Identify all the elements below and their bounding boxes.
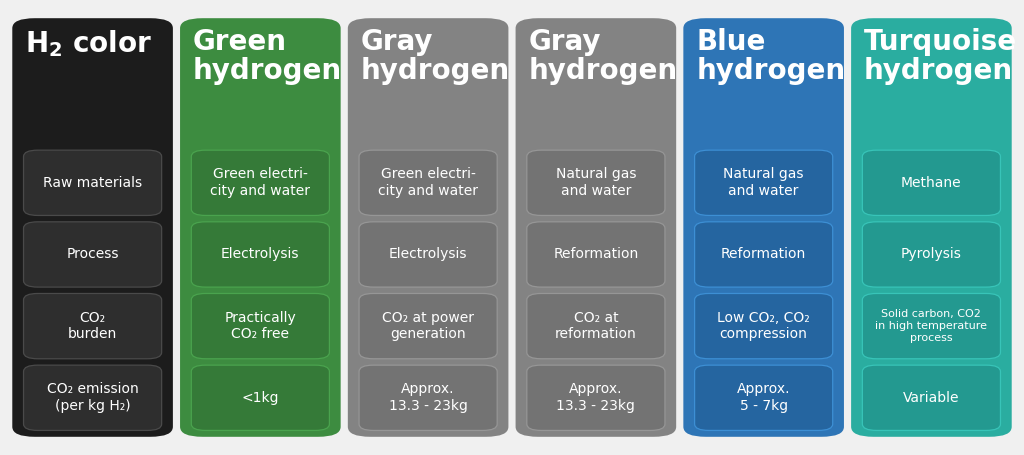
FancyBboxPatch shape (359, 150, 498, 216)
FancyBboxPatch shape (191, 293, 330, 359)
FancyBboxPatch shape (24, 222, 162, 287)
Text: Process: Process (67, 248, 119, 262)
Text: Natural gas
and water: Natural gas and water (723, 167, 804, 198)
Text: CO₂
burden: CO₂ burden (68, 311, 117, 342)
FancyBboxPatch shape (359, 222, 498, 287)
Text: Green electri-
city and water: Green electri- city and water (378, 167, 478, 198)
Text: Low CO₂, CO₂
compression: Low CO₂, CO₂ compression (717, 311, 810, 342)
Text: Gray
hydrogen: Gray hydrogen (528, 28, 678, 85)
FancyBboxPatch shape (359, 293, 498, 359)
FancyBboxPatch shape (526, 150, 665, 216)
Text: Blue
hydrogen: Blue hydrogen (696, 28, 846, 85)
FancyBboxPatch shape (180, 18, 341, 437)
Text: CO₂ at power
generation: CO₂ at power generation (382, 311, 474, 342)
FancyBboxPatch shape (862, 150, 1000, 216)
Text: Approx.
5 - 7kg: Approx. 5 - 7kg (737, 382, 791, 413)
FancyBboxPatch shape (191, 365, 330, 430)
Text: Green electri-
city and water: Green electri- city and water (210, 167, 310, 198)
FancyBboxPatch shape (694, 365, 833, 430)
Text: Solid carbon, CO2
in high temperature
process: Solid carbon, CO2 in high temperature pr… (876, 309, 987, 343)
FancyBboxPatch shape (24, 150, 162, 216)
Text: CO₂ emission
(per kg H₂): CO₂ emission (per kg H₂) (47, 382, 138, 413)
FancyBboxPatch shape (683, 18, 844, 437)
FancyBboxPatch shape (526, 365, 665, 430)
Text: Variable: Variable (903, 391, 959, 405)
FancyBboxPatch shape (694, 222, 833, 287)
FancyBboxPatch shape (12, 18, 173, 437)
Text: Natural gas
and water: Natural gas and water (556, 167, 636, 198)
Text: Turquoise
hydrogen: Turquoise hydrogen (864, 28, 1017, 85)
FancyBboxPatch shape (348, 18, 508, 437)
Text: Gray
hydrogen: Gray hydrogen (360, 28, 510, 85)
FancyBboxPatch shape (24, 293, 162, 359)
Text: Electrolysis: Electrolysis (389, 248, 467, 262)
FancyBboxPatch shape (862, 222, 1000, 287)
FancyBboxPatch shape (526, 293, 665, 359)
Text: CO₂ at
reformation: CO₂ at reformation (555, 311, 637, 342)
FancyBboxPatch shape (359, 365, 498, 430)
FancyBboxPatch shape (694, 150, 833, 216)
Text: Reformation: Reformation (553, 248, 639, 262)
FancyBboxPatch shape (526, 222, 665, 287)
FancyBboxPatch shape (515, 18, 676, 437)
Text: Raw materials: Raw materials (43, 176, 142, 190)
Text: <1kg: <1kg (242, 391, 280, 405)
Text: Reformation: Reformation (721, 248, 806, 262)
FancyBboxPatch shape (694, 293, 833, 359)
Text: $\mathbf{H_2}$ color: $\mathbf{H_2}$ color (26, 28, 153, 59)
FancyBboxPatch shape (191, 150, 330, 216)
Text: Electrolysis: Electrolysis (221, 248, 300, 262)
FancyBboxPatch shape (24, 365, 162, 430)
FancyBboxPatch shape (851, 18, 1012, 437)
FancyBboxPatch shape (862, 293, 1000, 359)
Text: Methane: Methane (901, 176, 962, 190)
Text: Approx.
13.3 - 23kg: Approx. 13.3 - 23kg (389, 382, 468, 413)
Text: Pyrolysis: Pyrolysis (901, 248, 962, 262)
FancyBboxPatch shape (191, 222, 330, 287)
Text: Practically
CO₂ free: Practically CO₂ free (224, 311, 296, 342)
Text: Green
hydrogen: Green hydrogen (193, 28, 342, 85)
Text: Approx.
13.3 - 23kg: Approx. 13.3 - 23kg (556, 382, 635, 413)
FancyBboxPatch shape (862, 365, 1000, 430)
